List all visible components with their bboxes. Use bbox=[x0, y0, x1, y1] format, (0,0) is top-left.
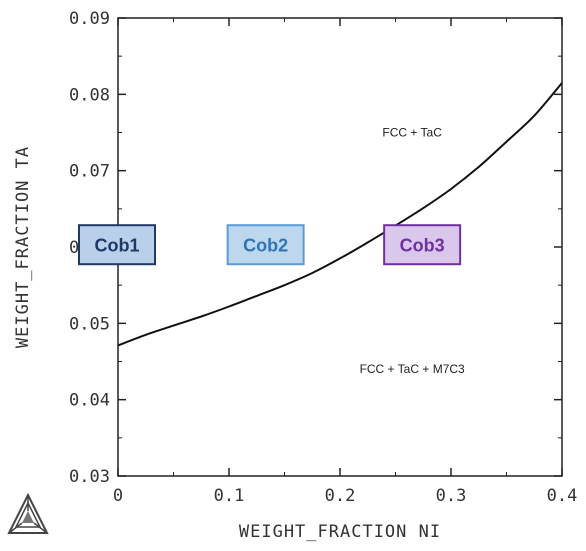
label-box-rect bbox=[226, 224, 305, 266]
label-box-cob2: Cob2 bbox=[226, 224, 305, 266]
x-axis-title: WEIGHT_FRACTION NI bbox=[239, 522, 441, 542]
y-tick-label: 0.08 bbox=[69, 85, 110, 105]
labeled-boxes: Cob1 Cob2 Cob3 bbox=[78, 224, 462, 266]
x-tick-label: 0 bbox=[113, 486, 123, 506]
x-tick-label: 0.3 bbox=[436, 486, 467, 506]
x-tick-label: 0.1 bbox=[214, 486, 245, 506]
label-box-rect bbox=[78, 224, 156, 266]
label-box-text: Cob2 bbox=[243, 236, 288, 256]
label-box-cob1: Cob1 bbox=[78, 224, 156, 266]
region-labels: FCC + TaC FCC + TaC + M7C3 bbox=[360, 125, 465, 376]
region-label: FCC + TaC bbox=[382, 125, 442, 139]
x-tick-label: 0.2 bbox=[325, 486, 356, 506]
y-tick-label: 0.07 bbox=[69, 162, 110, 182]
x-ticks bbox=[117, 18, 563, 476]
label-box-rect bbox=[383, 224, 462, 266]
y-tick-label: 0.03 bbox=[69, 467, 110, 487]
label-box-cob3: Cob3 bbox=[383, 224, 462, 266]
y-tick-label: 0.05 bbox=[69, 314, 110, 334]
x-tick-labels: 0 0.1 0.2 0.3 0.4 bbox=[113, 486, 577, 506]
region-label: FCC + TaC + M7C3 bbox=[360, 362, 465, 376]
phase-boundary-line bbox=[117, 82, 563, 347]
y-tick-label: 0.04 bbox=[69, 391, 110, 411]
y-axis-title: WEIGHT_FRACTION TA bbox=[13, 146, 33, 348]
y-tick-label: 0.09 bbox=[69, 9, 110, 29]
x-tick-label: 0.4 bbox=[547, 486, 578, 506]
thermo-calc-logo bbox=[7, 492, 49, 534]
label-box-text: Cob3 bbox=[400, 236, 445, 256]
label-box-text: Cob1 bbox=[95, 236, 140, 256]
